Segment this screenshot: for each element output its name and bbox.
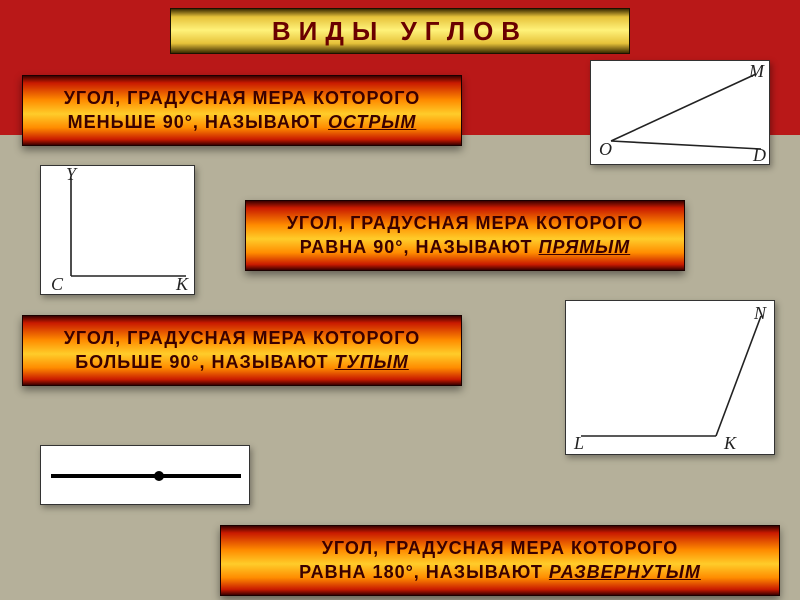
def-right-line1: УГОЛ, ГРАДУСНАЯ МЕРА КОТОРОГО (287, 213, 644, 233)
definition-acute: УГОЛ, ГРАДУСНАЯ МЕРА КОТОРОГО МЕНЬШЕ 90°… (22, 75, 462, 146)
definition-right: УГОЛ, ГРАДУСНАЯ МЕРА КОТОРОГО РАВНА 90°,… (245, 200, 685, 271)
def-straight-line2-prefix: РАВНА 180°, НАЗЫВАЮТ (299, 562, 549, 582)
label-O: O (599, 139, 612, 159)
label-N: N (753, 303, 767, 323)
label-K: K (175, 274, 189, 294)
title-box: ВИДЫ УГЛОВ (170, 8, 630, 54)
def-obtuse-line1: УГОЛ, ГРАДУСНАЯ МЕРА КОТОРОГО (64, 328, 421, 348)
label-K2: K (723, 433, 737, 453)
def-acute-line1: УГОЛ, ГРАДУСНАЯ МЕРА КОТОРОГО (64, 88, 421, 108)
diagram-obtuse: N K L (565, 300, 775, 455)
diagram-right: Y C K (40, 165, 195, 295)
label-L: L (573, 433, 584, 453)
def-straight-line1: УГОЛ, ГРАДУСНАЯ МЕРА КОТОРОГО (322, 538, 679, 558)
diagram-acute: O M D (590, 60, 770, 165)
page-title: ВИДЫ УГЛОВ (272, 16, 528, 47)
label-C: C (51, 274, 64, 294)
def-acute-term: ОСТРЫМ (328, 112, 416, 132)
diagram-straight (40, 445, 250, 505)
definition-obtuse: УГОЛ, ГРАДУСНАЯ МЕРА КОТОРОГО БОЛЬШЕ 90°… (22, 315, 462, 386)
definition-straight: УГОЛ, ГРАДУСНАЯ МЕРА КОТОРОГО РАВНА 180°… (220, 525, 780, 596)
label-D: D (752, 145, 766, 165)
def-obtuse-term: ТУПЫМ (335, 352, 409, 372)
label-Y: Y (66, 166, 78, 184)
label-M: M (748, 61, 765, 81)
def-right-line2-prefix: РАВНА 90°, НАЗЫВАЮТ (300, 237, 539, 257)
def-obtuse-line2-prefix: БОЛЬШЕ 90°, НАЗЫВАЮТ (75, 352, 334, 372)
def-acute-line2-prefix: МЕНЬШЕ 90°, НАЗЫВАЮТ (68, 112, 328, 132)
def-straight-term: РАЗВЕРНУТЫМ (549, 562, 701, 582)
def-right-term: ПРЯМЫМ (539, 237, 631, 257)
